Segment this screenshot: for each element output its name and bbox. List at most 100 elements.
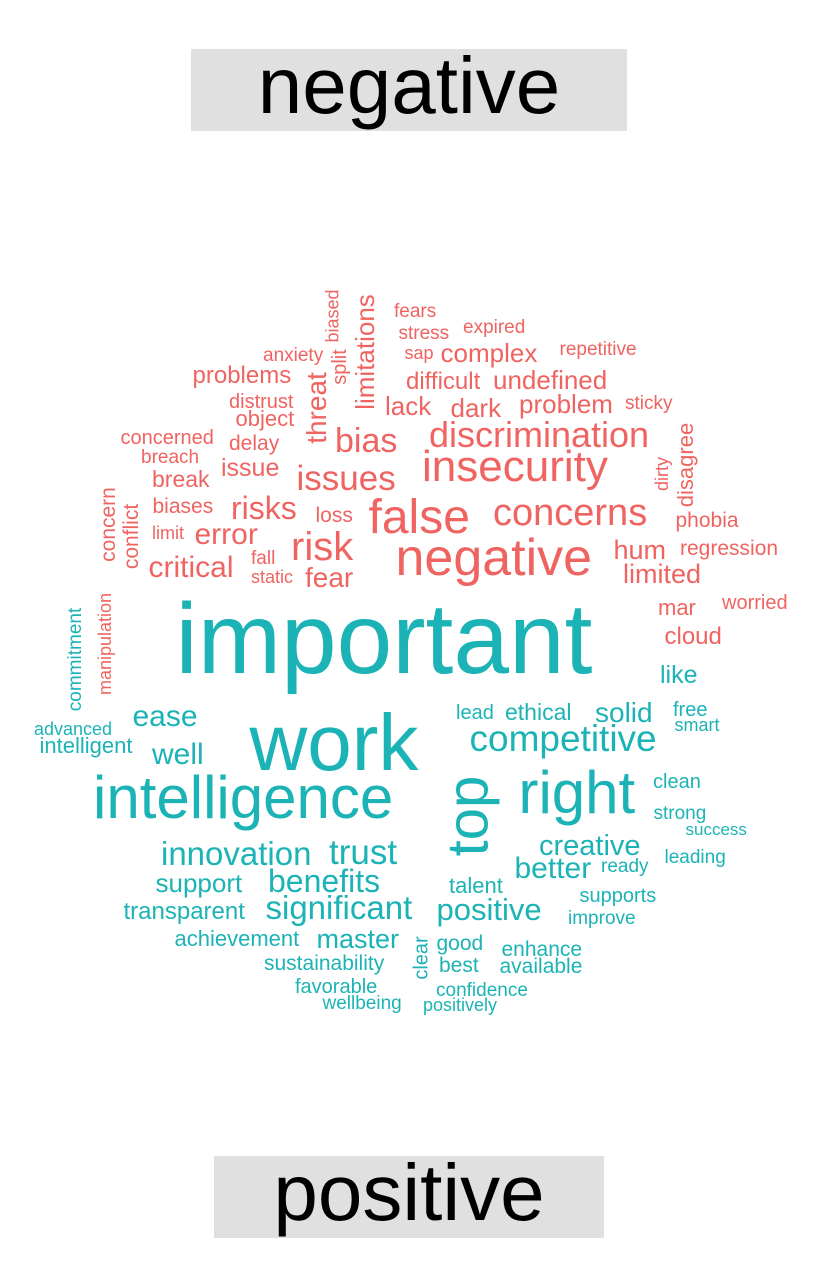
- negative-word-difficult: difficult: [406, 368, 481, 395]
- negative-word-conflict: conflict: [119, 503, 143, 569]
- negative-word-cloud: cloud: [664, 623, 722, 650]
- positive-word-strong: strong: [653, 802, 707, 824]
- negative-word-problems: problems: [192, 362, 292, 389]
- negative-word-risks: risks: [231, 490, 297, 526]
- negative-word-fall: fall: [251, 547, 276, 569]
- negative-word-bias: bias: [335, 422, 398, 460]
- positive-word-transparent: transparent: [123, 898, 245, 925]
- positive-word-favorable: favorable: [295, 976, 378, 998]
- positive-word-supports: supports: [579, 885, 657, 907]
- negative-word-limited: limited: [623, 558, 702, 589]
- positive-word-positively: positively: [423, 995, 498, 1015]
- positive-title: positive: [273, 1148, 545, 1237]
- positive-word-ready: ready: [601, 855, 649, 877]
- positive-word-like: like: [660, 660, 698, 689]
- negative-word-dirty: dirty: [652, 456, 673, 492]
- negative-word-expired: expired: [463, 316, 526, 338]
- positive-word-lead: lead: [456, 702, 494, 724]
- negative-word-delay: delay: [229, 431, 280, 455]
- negative-word-sticky: sticky: [625, 392, 673, 414]
- negative-word-distrust: distrust: [229, 391, 294, 413]
- positive-word-benefits: benefits: [268, 863, 381, 899]
- negative-word-biases: biases: [152, 494, 214, 518]
- negative-word-problem: problem: [519, 389, 613, 419]
- negative-word-complex: complex: [440, 338, 538, 368]
- positive-word-leading: leading: [664, 846, 726, 868]
- negative-word-breach: breach: [141, 446, 200, 468]
- negative-word-loss: loss: [315, 503, 353, 527]
- positive-word-innovation: innovation: [161, 834, 312, 872]
- negative-word-lack: lack: [385, 391, 432, 421]
- negative-word-stress: stress: [398, 322, 450, 344]
- negative-title: negative: [257, 41, 561, 130]
- positive-word-confidence: confidence: [436, 979, 528, 1001]
- positive-word-better: better: [514, 852, 592, 885]
- negative-word-error: error: [194, 518, 258, 551]
- positive-word-work: work: [249, 698, 419, 787]
- negative-word-limitations: limitations: [349, 294, 380, 410]
- negative-word-discrimination: discrimination: [429, 414, 650, 455]
- positive-word-talent: talent: [449, 873, 503, 898]
- positive-word-smart: smart: [674, 715, 720, 735]
- negative-word-repetitive: repetitive: [559, 338, 637, 360]
- negative-word-mar: mar: [658, 595, 696, 620]
- negative-word-regression: regression: [680, 536, 779, 560]
- positive-word-success: success: [685, 819, 747, 839]
- negative-word-concerns: concerns: [493, 492, 648, 534]
- positive-word-positive: positive: [436, 891, 542, 927]
- positive-word-enhance: enhance: [501, 937, 583, 961]
- positive-word-solid: solid: [595, 697, 653, 728]
- positive-word-improve: improve: [568, 907, 636, 929]
- negative-word-negative: negative: [395, 529, 593, 587]
- positive-word-wellbeing: wellbeing: [322, 992, 402, 1014]
- negative-word-worried: worried: [722, 592, 788, 614]
- positive-word-intelligence: intelligence: [93, 764, 394, 831]
- negative-word-false: false: [368, 491, 470, 544]
- positive-word-intelligent: intelligent: [39, 733, 133, 758]
- positive-word-available: available: [499, 954, 583, 978]
- negative-word-issue: issue: [221, 453, 280, 482]
- negative-word-anxiety: anxiety: [263, 344, 324, 366]
- negative-word-biased: biased: [322, 289, 343, 343]
- positive-word-sustainability: sustainability: [264, 951, 385, 975]
- positive-word-support: support: [155, 868, 243, 898]
- positive-word-free: free: [673, 699, 708, 721]
- positive-word-creative: creative: [539, 829, 641, 862]
- negative-word-limit: limit: [152, 523, 184, 543]
- negative-word-insecurity: insecurity: [422, 442, 608, 491]
- positive-word-best: best: [439, 953, 479, 977]
- negative-word-phobia: phobia: [675, 508, 739, 532]
- negative-word-risk: risk: [291, 525, 354, 569]
- positive-word-significant: significant: [265, 888, 413, 926]
- positive-word-top: top: [434, 775, 500, 857]
- positive-word-trust: trust: [329, 832, 398, 872]
- positive-word-clean: clean: [653, 771, 701, 793]
- positive-word-ease: ease: [132, 700, 198, 733]
- negative-word-concern: concern: [96, 486, 120, 562]
- negative-word-object: object: [235, 406, 295, 431]
- negative-word-critical: critical: [148, 551, 234, 584]
- negative-word-split: split: [328, 349, 351, 385]
- negative-word-disagree: disagree: [673, 422, 699, 508]
- positive-word-right: right: [518, 759, 636, 826]
- negative-word-break: break: [152, 465, 210, 492]
- negative-word-issues: issues: [296, 458, 396, 498]
- positive-word-good: good: [436, 931, 484, 955]
- negative-word-sap: sap: [404, 343, 434, 363]
- negative-word-static: static: [251, 567, 294, 587]
- negative-word-concerned: concerned: [120, 427, 214, 449]
- negative-word-fears: fears: [394, 300, 437, 322]
- positive-word-commitment: commitment: [64, 607, 86, 711]
- positive-word-well: well: [152, 738, 204, 771]
- positive-word-important: important: [175, 583, 593, 695]
- negative-word-fear: fear: [305, 562, 354, 593]
- positive-word-advanced: advanced: [34, 719, 113, 739]
- positive-word-master: master: [316, 923, 400, 954]
- positive-word-ethical: ethical: [505, 698, 572, 725]
- positive-word-clear: clear: [410, 936, 433, 980]
- positive-title-box: positive: [214, 1148, 604, 1238]
- negative-word-undefined: undefined: [493, 365, 608, 395]
- negative-word-manipulation: manipulation: [95, 592, 116, 696]
- negative-word-hum: hum: [613, 534, 667, 565]
